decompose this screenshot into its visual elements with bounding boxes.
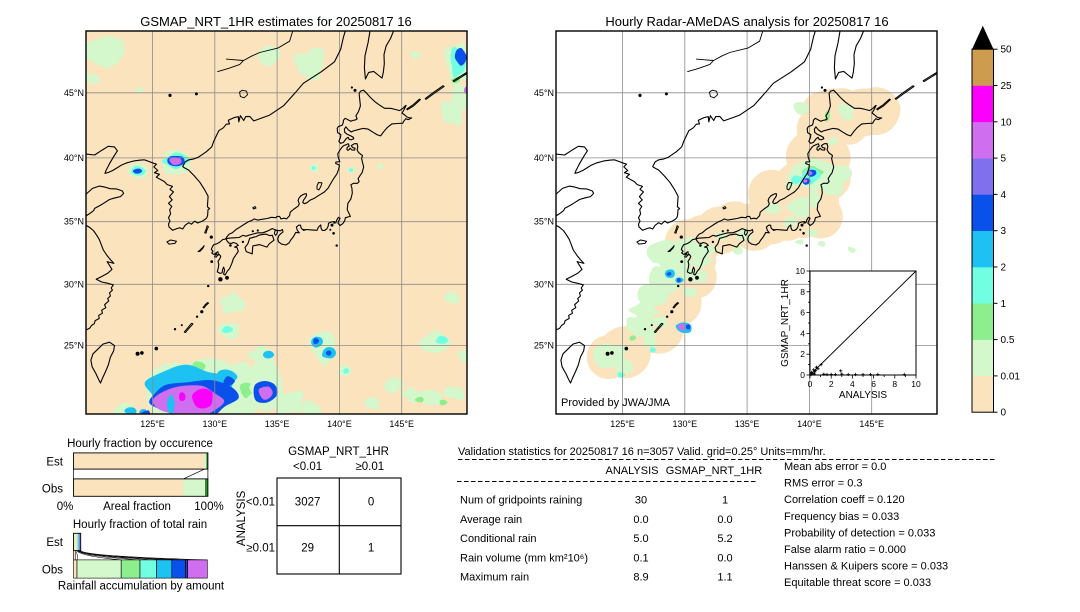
svg-text:0.0: 0.0 [717,514,732,526]
svg-text:3: 3 [1001,226,1007,237]
svg-text:4: 4 [850,379,855,389]
svg-text:30°N: 30°N [534,279,554,289]
svg-text:Average rain: Average rain [460,514,522,526]
svg-text:Maximum rain: Maximum rain [460,572,529,584]
svg-text:Areal fraction: Areal fraction [103,501,171,513]
svg-text:<0.01: <0.01 [293,461,322,473]
svg-text:10: 10 [1001,117,1013,128]
svg-text:0%: 0% [57,501,74,513]
svg-text:0.01: 0.01 [1001,371,1021,382]
svg-text:Mean abs error = 0.0: Mean abs error = 0.0 [784,461,886,473]
svg-text:5: 5 [1001,154,1007,165]
svg-text:Frequency bias = 0.033: Frequency bias = 0.033 [784,511,899,523]
svg-text:125°E: 125°E [610,419,635,429]
svg-text:RMS error = 0.3: RMS error = 0.3 [784,478,863,490]
svg-text:135°E: 135°E [735,419,760,429]
svg-text:30°N: 30°N [64,279,84,289]
svg-text:125°E: 125°E [140,419,165,429]
svg-text:10: 10 [796,266,806,276]
svg-text:4: 4 [800,328,805,338]
svg-text:≥0.01: ≥0.01 [355,461,384,473]
svg-text:Hanssen & Kuipers score = 0.0: Hanssen & Kuipers score = 0.033 [784,561,948,573]
svg-text:0.0: 0.0 [717,552,732,564]
svg-text:Provided by JWA/JMA: Provided by JWA/JMA [561,397,671,409]
svg-text:GSMAP_NRT_1HR: GSMAP_NRT_1HR [666,465,762,477]
svg-text:Num of gridpoints raining: Num of gridpoints raining [460,495,582,507]
svg-text:2: 2 [829,379,834,389]
svg-text:35°N: 35°N [64,217,84,227]
svg-text:3027: 3027 [295,497,321,509]
svg-text:Hourly fraction of total rain: Hourly fraction of total rain [73,519,207,531]
svg-text:130°E: 130°E [672,419,697,429]
svg-text:Obs: Obs [42,565,63,577]
svg-text:45°N: 45°N [64,88,84,98]
svg-text:Rain volume (mm km²10⁶): Rain volume (mm km²10⁶) [460,552,588,564]
svg-text:130°E: 130°E [202,419,227,429]
svg-text:Est: Est [46,537,63,549]
svg-text:135°E: 135°E [265,419,290,429]
svg-text:8: 8 [800,287,805,297]
svg-text:0.5: 0.5 [1001,335,1015,346]
svg-text:145°E: 145°E [859,419,884,429]
svg-text:145°E: 145°E [389,419,414,429]
svg-text:ANALYSIS: ANALYSIS [236,490,248,546]
svg-text:Equitable threat score = 0.03: Equitable threat score = 0.033 [784,577,931,589]
svg-text:8: 8 [892,379,897,389]
svg-text:Hourly Radar-AMeDAS analysis f: Hourly Radar-AMeDAS analysis for 2025081… [605,14,888,29]
svg-text:Validation statistics for 2025: Validation statistics for 20250817 16 n=… [458,446,826,458]
svg-text:40°N: 40°N [64,153,84,163]
svg-text:140°E: 140°E [327,419,352,429]
svg-text:1: 1 [722,495,728,507]
svg-text:Hourly fraction by occurence: Hourly fraction by occurence [67,438,213,450]
svg-text:1: 1 [368,543,374,555]
svg-text:45°N: 45°N [534,88,554,98]
svg-text:2: 2 [800,349,805,359]
svg-text:140°E: 140°E [797,419,822,429]
svg-text:35°N: 35°N [534,217,554,227]
svg-text:≥0.01: ≥0.01 [246,543,275,555]
svg-text:2: 2 [1001,263,1007,274]
svg-text:False alarm ratio = 0.000: False alarm ratio = 0.000 [784,544,906,556]
svg-text:25: 25 [1001,81,1013,92]
svg-text:<0.01: <0.01 [246,497,275,509]
svg-text:50: 50 [1001,45,1013,56]
svg-text:Est: Est [46,457,63,469]
svg-text:6: 6 [871,379,876,389]
svg-text:Rainfall accumulation by amoun: Rainfall accumulation by amount [58,581,225,593]
svg-text:Obs: Obs [42,484,63,496]
svg-text:5.0: 5.0 [633,533,648,545]
svg-text:4: 4 [1001,190,1007,201]
svg-text:8.9: 8.9 [633,572,648,584]
svg-text:1: 1 [1001,299,1007,310]
svg-text:0.1: 0.1 [633,552,648,564]
svg-text:GSMAP_NRT_1HR: GSMAP_NRT_1HR [288,446,389,458]
svg-text:1.1: 1.1 [717,572,732,584]
svg-text:0: 0 [368,497,374,509]
svg-text:GSMAP_NRT_1HR: GSMAP_NRT_1HR [780,279,791,367]
svg-text:Conditional rain: Conditional rain [460,533,536,545]
svg-text:5.2: 5.2 [717,533,732,545]
svg-text:GSMAP_NRT_1HR estimates for 20: GSMAP_NRT_1HR estimates for 20250817 16 [140,14,411,29]
svg-text:0.0: 0.0 [633,514,648,526]
svg-text:10: 10 [911,379,921,389]
svg-text:100%: 100% [194,501,223,513]
svg-text:25°N: 25°N [64,341,84,351]
svg-text:40°N: 40°N [534,153,554,163]
svg-text:0: 0 [1001,408,1007,419]
svg-text:0: 0 [808,379,813,389]
svg-text:6: 6 [800,308,805,318]
svg-text:25°N: 25°N [534,341,554,351]
svg-text:ANALYSIS: ANALYSIS [839,390,887,401]
svg-text:ANALYSIS: ANALYSIS [606,465,659,477]
svg-text:29: 29 [301,543,314,555]
svg-text:0: 0 [800,370,805,380]
svg-text:30: 30 [635,495,647,507]
svg-text:Probability of detection = 0.: Probability of detection = 0.033 [784,527,935,539]
svg-text:Correlation coeff = 0.120: Correlation coeff = 0.120 [784,494,905,506]
